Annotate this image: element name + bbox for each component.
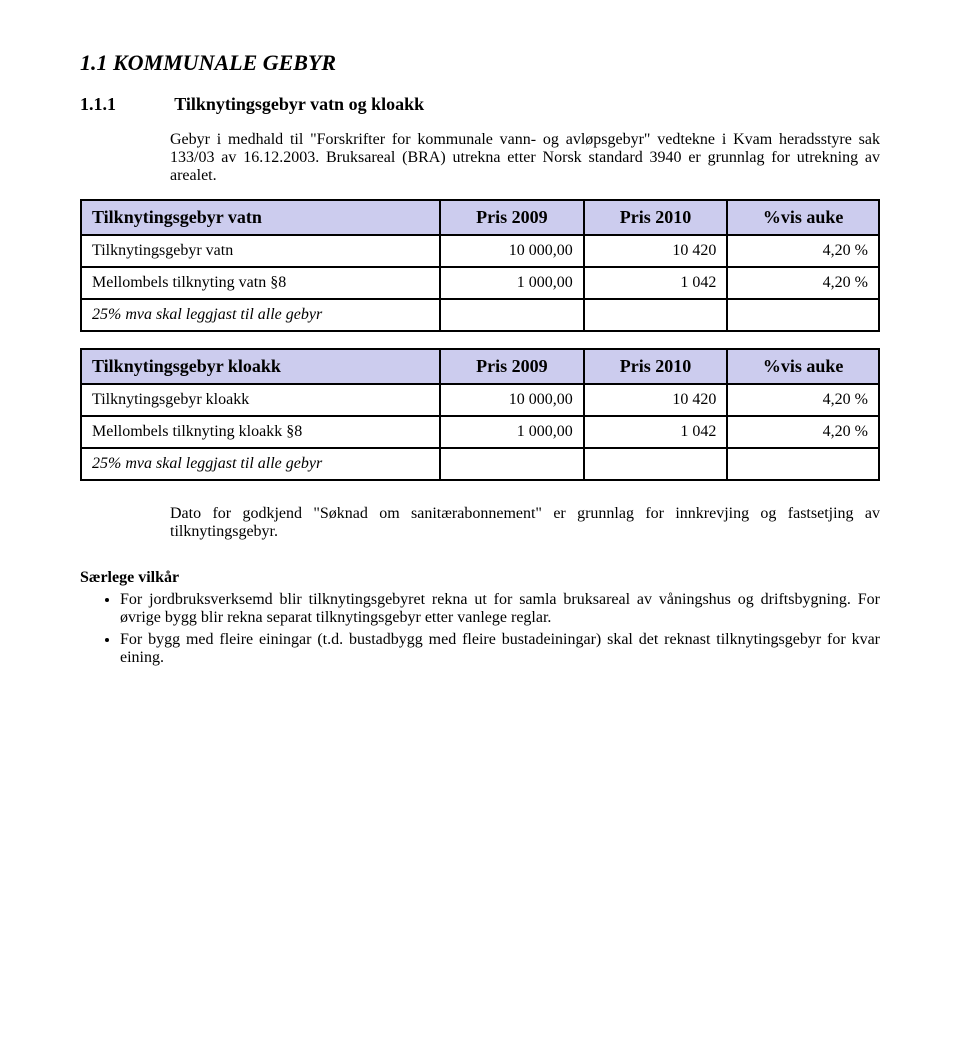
intro-paragraph: Gebyr i medhald til "Forskrifter for kom… xyxy=(170,131,880,185)
section-heading-2: 1.1.1 Tilknytingsgebyr vatn og kloakk xyxy=(80,94,880,115)
row-label: 25% mva skal leggjast til alle gebyr xyxy=(81,448,440,480)
row-p2009: 1 000,00 xyxy=(440,267,584,299)
table-header-row: Tilknytingsgebyr vatn Pris 2009 Pris 201… xyxy=(81,200,879,235)
row-p2010: 10 420 xyxy=(584,384,728,416)
col-percent: %vis auke xyxy=(727,200,879,235)
row-label: Tilknytingsgebyr vatn xyxy=(81,235,440,267)
col-pris-2009: Pris 2009 xyxy=(440,349,584,384)
table-row: Tilknytingsgebyr kloakk 10 000,00 10 420… xyxy=(81,384,879,416)
row-pct: 4,20 % xyxy=(727,235,879,267)
row-p2009 xyxy=(440,448,584,480)
col-pris-2009: Pris 2009 xyxy=(440,200,584,235)
row-label: Mellombels tilknyting kloakk §8 xyxy=(81,416,440,448)
table-row: Mellombels tilknyting vatn §8 1 000,00 1… xyxy=(81,267,879,299)
table-header-row: Tilknytingsgebyr kloakk Pris 2009 Pris 2… xyxy=(81,349,879,384)
row-p2009: 10 000,00 xyxy=(440,384,584,416)
row-p2009: 1 000,00 xyxy=(440,416,584,448)
bullet-list: For jordbruksverksemd blir tilknytingsge… xyxy=(120,591,880,667)
table-row: Tilknytingsgebyr vatn 10 000,00 10 420 4… xyxy=(81,235,879,267)
section-heading-1: 1.1 KOMMUNALE GEBYR xyxy=(80,50,880,76)
subsection-label: Særlege vilkår xyxy=(80,569,880,587)
row-pct: 4,20 % xyxy=(727,416,879,448)
table-kloakk: Tilknytingsgebyr kloakk Pris 2009 Pris 2… xyxy=(80,348,880,481)
table-row: 25% mva skal leggjast til alle gebyr xyxy=(81,299,879,331)
heading2-text: Tilknytingsgebyr vatn og kloakk xyxy=(174,94,424,114)
col-pris-2010: Pris 2010 xyxy=(584,200,728,235)
table-title-cell: Tilknytingsgebyr vatn xyxy=(81,200,440,235)
paragraph-dato: Dato for godkjend "Søknad om sanitærabon… xyxy=(170,505,880,541)
row-label: Mellombels tilknyting vatn §8 xyxy=(81,267,440,299)
row-pct: 4,20 % xyxy=(727,267,879,299)
row-p2010: 1 042 xyxy=(584,267,728,299)
col-percent: %vis auke xyxy=(727,349,879,384)
heading2-number: 1.1.1 xyxy=(80,94,170,115)
col-pris-2010: Pris 2010 xyxy=(584,349,728,384)
table-title-cell: Tilknytingsgebyr kloakk xyxy=(81,349,440,384)
list-item: For jordbruksverksemd blir tilknytingsge… xyxy=(120,591,880,627)
table-row: 25% mva skal leggjast til alle gebyr xyxy=(81,448,879,480)
row-p2009 xyxy=(440,299,584,331)
table-vatn: Tilknytingsgebyr vatn Pris 2009 Pris 201… xyxy=(80,199,880,332)
list-item: For bygg med fleire einingar (t.d. busta… xyxy=(120,631,880,667)
row-label: 25% mva skal leggjast til alle gebyr xyxy=(81,299,440,331)
row-p2010: 1 042 xyxy=(584,416,728,448)
row-pct: 4,20 % xyxy=(727,384,879,416)
table-row: Mellombels tilknyting kloakk §8 1 000,00… xyxy=(81,416,879,448)
row-p2010 xyxy=(584,448,728,480)
row-p2009: 10 000,00 xyxy=(440,235,584,267)
row-pct xyxy=(727,299,879,331)
row-p2010: 10 420 xyxy=(584,235,728,267)
row-p2010 xyxy=(584,299,728,331)
row-label: Tilknytingsgebyr kloakk xyxy=(81,384,440,416)
row-pct xyxy=(727,448,879,480)
